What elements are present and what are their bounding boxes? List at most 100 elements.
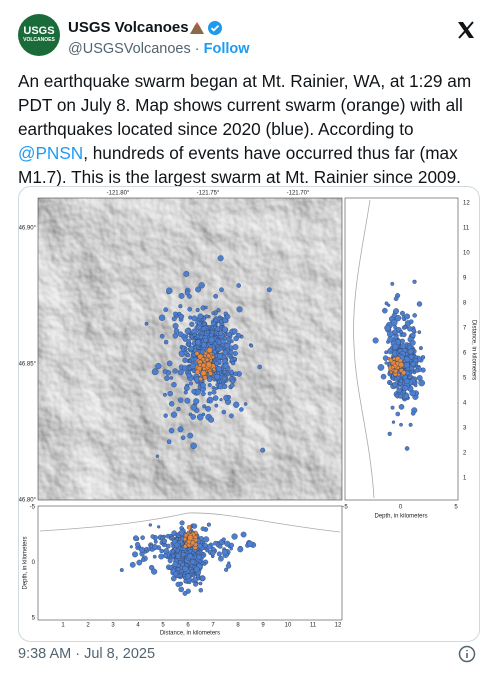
quake-dot xyxy=(393,308,400,315)
quake-dot xyxy=(170,411,178,418)
quake-dot xyxy=(190,559,196,565)
quake-dot xyxy=(200,526,206,532)
swarm-dot xyxy=(193,537,199,543)
quake-dot xyxy=(218,555,224,562)
quake-dot xyxy=(187,306,193,312)
tick-label: 7 xyxy=(463,326,467,332)
quake-dot xyxy=(216,365,222,372)
quake-dot xyxy=(184,290,190,296)
quake-dot xyxy=(171,553,176,559)
info-icon[interactable] xyxy=(458,645,476,663)
display-name[interactable]: USGS Volcanoes xyxy=(68,19,189,36)
quake-dot xyxy=(202,404,207,409)
quake-dot xyxy=(398,393,404,399)
quake-dot xyxy=(163,339,169,345)
quake-dot xyxy=(186,553,193,560)
quake-dot xyxy=(159,548,164,554)
quake-dot xyxy=(162,369,168,374)
quake-dot xyxy=(191,389,197,395)
quake-dot xyxy=(151,368,159,376)
quake-dot xyxy=(382,307,388,314)
mention-link[interactable]: @PNSN xyxy=(18,143,84,163)
lon-label: -121.70° xyxy=(287,191,310,197)
quake-dot xyxy=(198,581,203,586)
quake-dot xyxy=(221,409,227,415)
timestamp[interactable]: 9:38 AM · Jul 8, 2025 xyxy=(18,646,156,662)
quake-dot xyxy=(408,422,413,427)
follow-button[interactable]: Follow xyxy=(203,41,250,57)
quake-dot xyxy=(414,368,420,373)
quake-dot xyxy=(214,403,219,408)
quake-dot xyxy=(204,314,209,319)
quake-dot xyxy=(196,324,202,331)
quake-dot xyxy=(206,330,210,335)
tick-label: 7 xyxy=(211,623,215,629)
quake-dot xyxy=(204,305,208,310)
quake-dot xyxy=(403,378,410,385)
post-text: An earthquake swarm began at Mt. Rainier… xyxy=(18,69,484,189)
quake-dot xyxy=(239,407,244,412)
quake-dot xyxy=(190,569,195,573)
quake-dot xyxy=(192,332,197,337)
quake-dot xyxy=(188,315,193,320)
quake-dot xyxy=(372,337,379,344)
quake-dot xyxy=(184,397,191,404)
quake-dot xyxy=(393,296,399,302)
quake-dot xyxy=(191,369,196,373)
tick-label: 5 xyxy=(463,376,467,382)
quake-dot xyxy=(213,540,218,546)
quake-dot xyxy=(171,549,176,554)
quake-dot xyxy=(187,294,192,299)
quake-dot xyxy=(243,402,248,406)
quake-dot xyxy=(409,339,416,346)
quake-dot xyxy=(188,381,193,386)
x-logo[interactable] xyxy=(456,20,476,40)
axis-label: Distance, in kilometers xyxy=(470,320,476,380)
tick-label: 6 xyxy=(463,351,467,357)
swarm-dot xyxy=(212,367,216,372)
tick-label: 4 xyxy=(463,401,467,407)
quake-dot xyxy=(420,355,426,360)
quake-dot xyxy=(216,353,224,360)
quake-dot xyxy=(191,315,198,322)
quake-dot xyxy=(134,541,141,548)
quake-dot xyxy=(179,520,185,526)
quake-dot xyxy=(201,341,207,348)
quake-dot xyxy=(187,370,191,375)
swarm-dot xyxy=(200,370,207,376)
quake-dot xyxy=(198,588,204,593)
quake-dot xyxy=(152,554,157,559)
quake-dot xyxy=(214,386,218,391)
quake-dot xyxy=(191,523,198,529)
quake-dot xyxy=(189,334,194,339)
quake-dot xyxy=(222,369,227,374)
quake-dot xyxy=(203,337,209,343)
quake-dot xyxy=(412,279,417,284)
figure[interactable]: -121.80° -121.75° -121.70° 46.90° 46.85° 46.8… xyxy=(18,186,480,642)
avatar[interactable]: USGS VOLCANOES xyxy=(18,14,60,56)
quake-dot xyxy=(380,373,387,380)
handle[interactable]: @USGSVolcanoes xyxy=(68,41,191,57)
quake-dot xyxy=(401,332,407,338)
tick-label: 6 xyxy=(186,623,190,629)
axis-label: Depth, in kilometers xyxy=(374,514,427,520)
quake-dot xyxy=(232,344,239,350)
quake-dot xyxy=(418,346,423,351)
quake-dot xyxy=(219,319,224,324)
swarm-dot xyxy=(205,357,210,362)
quake-dot xyxy=(390,281,395,286)
quake-dot xyxy=(140,557,146,562)
quake-dot xyxy=(172,322,179,329)
quake-dot xyxy=(219,398,223,402)
quake-dot xyxy=(161,538,168,544)
quake-dot xyxy=(207,383,212,387)
tick-label: 0 xyxy=(32,560,36,566)
quake-dot xyxy=(410,332,416,339)
swarm-dot xyxy=(206,347,213,354)
lat-label: 46.90° xyxy=(19,226,37,232)
quake-dot xyxy=(221,326,228,333)
swarm-dot xyxy=(401,370,407,376)
quake-dot xyxy=(152,544,158,550)
quake-dot xyxy=(233,371,238,377)
swarm-dot xyxy=(205,361,212,368)
